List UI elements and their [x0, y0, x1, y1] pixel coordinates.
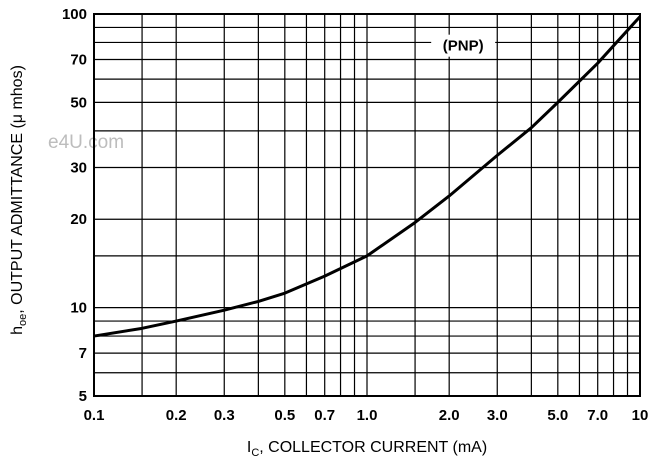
x-tick-label: 1.0: [357, 407, 378, 424]
series-line: [93, 15, 642, 338]
watermark: e4U.com: [48, 132, 124, 153]
x-tick-label: 0.3: [214, 407, 235, 424]
y-tick-labels: 5 7 10 20 30 50 70 100: [62, 6, 87, 405]
annotation-background: [431, 34, 496, 57]
y-tick-label: 7: [79, 345, 87, 362]
y-axis-label: hoe, OUTPUT ADMITTANCE (μ mhos): [9, 65, 29, 335]
annotation-pnp: (PNP): [443, 38, 484, 55]
x-tick-label: 2.0: [439, 407, 460, 424]
x-tick-label: 0.5: [274, 407, 295, 424]
x-tick-label: 5.0: [547, 407, 568, 424]
grid: [93, 13, 641, 397]
y-tick-label: 30: [70, 160, 87, 177]
x-tick-label: 0.1: [84, 407, 105, 424]
y-tick-label: 100: [62, 6, 87, 23]
y-tick-label: 20: [70, 211, 87, 228]
x-tick-label: 10: [632, 407, 649, 424]
y-tick-label: 10: [70, 300, 87, 317]
x-tick-label: 0.2: [166, 407, 187, 424]
y-tick-label: 50: [70, 94, 87, 111]
x-tick-label: 3.0: [487, 407, 508, 424]
annotation-group: (PNP): [431, 34, 496, 57]
x-tick-label: 0.7: [314, 407, 335, 424]
plot-frame: [93, 13, 641, 397]
y-tick-label: 70: [70, 51, 87, 68]
y-tick-label: 5: [79, 388, 87, 405]
x-tick-label: 7.0: [587, 407, 608, 424]
x-axis-label: IC, COLLECTOR CURRENT (mA): [247, 439, 487, 456]
x-tick-labels: 0.1 0.2 0.3 0.5 0.7 1.0 2.0 3.0 5.0 7.0 10: [84, 407, 649, 424]
